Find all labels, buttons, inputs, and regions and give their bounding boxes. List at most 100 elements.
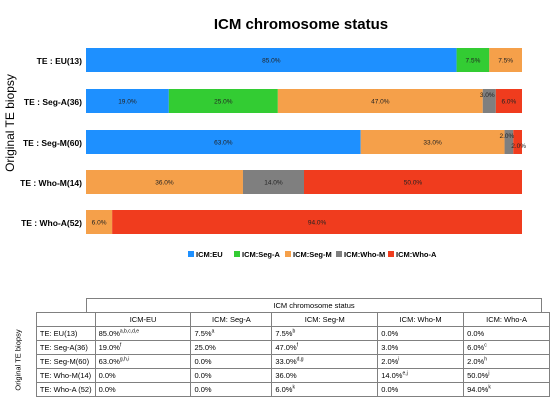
col-header: ICM: Who-A (463, 312, 550, 327)
bar-segment (112, 210, 522, 234)
data-label: 3.0% (480, 92, 495, 99)
cell-value: 0.0% (467, 329, 485, 338)
cell-value: 50.0% (467, 371, 489, 380)
table-cell: 7.5%a (190, 326, 273, 341)
table-cell: 50.0%j (463, 368, 550, 383)
legend-swatch (336, 251, 342, 257)
table-cell: 6.0%k (271, 382, 379, 397)
table-cell: 2.0%h (463, 354, 550, 369)
bar-segment (304, 170, 522, 194)
data-label: 36.0% (155, 180, 174, 187)
cell-value: 63.0% (98, 357, 120, 366)
row-label: TE: Who-M(14) (35, 368, 96, 383)
category-label: TE : EU(13) (37, 56, 83, 66)
legend-label: ICM:Seg-M (293, 250, 332, 259)
table-header-row: ICM-EU ICM: Seg-A ICM: Seg-M ICM: Who-M … (8, 312, 550, 327)
significance-marker: d,g (296, 356, 304, 363)
legend-label: ICM:Seg-A (242, 250, 280, 259)
table-cell: 0.0% (94, 382, 192, 397)
data-label: 19.0% (118, 99, 137, 106)
table-cell: 47.0%f (271, 340, 379, 355)
data-label: 6.0% (92, 220, 107, 227)
category-label: TE : Who-A(52) (21, 218, 82, 228)
data-label: 50.0% (404, 180, 423, 187)
data-label: 33.0% (423, 140, 442, 147)
significance-marker: c (484, 342, 487, 349)
table-row: TE: EU(13) 85.0%a,b,c,d,e 7.5%a 7.5%b 0.0% 0.… (8, 326, 550, 341)
data-label: 47.0% (371, 99, 390, 106)
table-cell: 0.0% (377, 326, 465, 341)
col-header: ICM: Who-M (377, 312, 465, 327)
cell-value: 3.0% (381, 343, 399, 352)
legend-swatch (388, 251, 394, 257)
category-label: TE : Who-M(14) (20, 178, 82, 188)
significance-marker: h (484, 356, 487, 363)
bar-segment (86, 48, 457, 72)
cell-value: 0.0% (381, 329, 399, 338)
cell-value: 85.0% (98, 329, 120, 338)
legend-label: ICM:Who-M (344, 250, 385, 259)
bar-segment (86, 210, 113, 234)
col-header: ICM: Seg-M (271, 312, 379, 327)
data-label: 63.0% (214, 140, 233, 147)
cell-value: 25.0% (194, 343, 216, 352)
table-row: TE: Who-M(14) 0.0% 0.0% 36.0% 14.0%e,j 50.0%j (8, 368, 550, 383)
significance-marker: a,b,c,d,e (119, 328, 140, 335)
table-title: ICM chromosome status (86, 298, 542, 312)
table-cell: 19.0%f (94, 340, 192, 355)
table-cell: 0.0% (190, 382, 273, 397)
cell-value: 2.0% (381, 357, 399, 366)
significance-marker: f (296, 342, 299, 349)
category-label: TE : Seg-A(36) (24, 97, 82, 107)
cell-value: 14.0% (381, 371, 403, 380)
bar-segment (504, 130, 514, 154)
table-row: TE: Seg-A(36) 19.0%f 25.0% 47.0%f 3.0% 6.0%c (8, 340, 550, 355)
category-label: TE : Seg-M(60) (23, 138, 82, 148)
cell-value: 19.0% (98, 343, 120, 352)
cell-value: 36.0% (275, 371, 297, 380)
cell-value: 0.0% (98, 385, 116, 394)
table-cell: 0.0% (190, 354, 273, 369)
bar-segment (277, 89, 483, 113)
table-cell: 0.0% (377, 382, 465, 397)
table-cell: 33.0%d,g (271, 354, 379, 369)
significance-marker: a (211, 328, 215, 335)
legend-swatch (234, 251, 240, 257)
bar-segment (86, 89, 169, 113)
table-cell: 2.0%i (377, 354, 465, 369)
data-label: 2.0% (511, 143, 526, 150)
significance-marker: f (119, 342, 122, 349)
table-cell: 0.0% (190, 368, 273, 383)
cell-value: 6.0% (275, 385, 293, 394)
data-label: 7.5% (466, 58, 481, 65)
cell-value: 0.0% (98, 371, 116, 380)
y-axis-label: Original TE biopsy (3, 74, 17, 172)
table-row: TE: Seg-M(60) 63.0%g,h,i 0.0% 33.0%d,g 2.0%i… (8, 354, 550, 369)
legend-label: ICM:EU (196, 250, 223, 259)
significance-marker: k (488, 384, 491, 391)
bar-segment (489, 48, 522, 72)
data-label: 25.0% (214, 99, 233, 106)
significance-marker: j (488, 370, 490, 377)
cell-value: 0.0% (194, 357, 212, 366)
bar-segment (495, 89, 522, 113)
bar-segment (456, 48, 490, 72)
bar-segment (360, 130, 505, 154)
significance-marker: e,j (402, 370, 408, 377)
cell-value: 47.0% (275, 343, 297, 352)
cell-value: 6.0% (467, 343, 485, 352)
data-label: 14.0% (264, 180, 283, 187)
legend-swatch (285, 251, 291, 257)
table-cell: 6.0%c (463, 340, 550, 355)
cell-value: 0.0% (194, 385, 212, 394)
table-cell: 0.0% (463, 326, 550, 341)
data-label: 6.0% (502, 99, 517, 106)
row-label: TE: Who-A (52) (35, 382, 96, 397)
col-header: ICM: Seg-A (190, 312, 273, 327)
significance-marker: g,h,i (119, 356, 130, 363)
cell-value: 7.5% (194, 329, 212, 338)
corner-cell (35, 312, 96, 327)
table-cell: 14.0%e,j (377, 368, 465, 383)
bar-segment (86, 130, 361, 154)
cell-value: 2.0% (467, 357, 485, 366)
